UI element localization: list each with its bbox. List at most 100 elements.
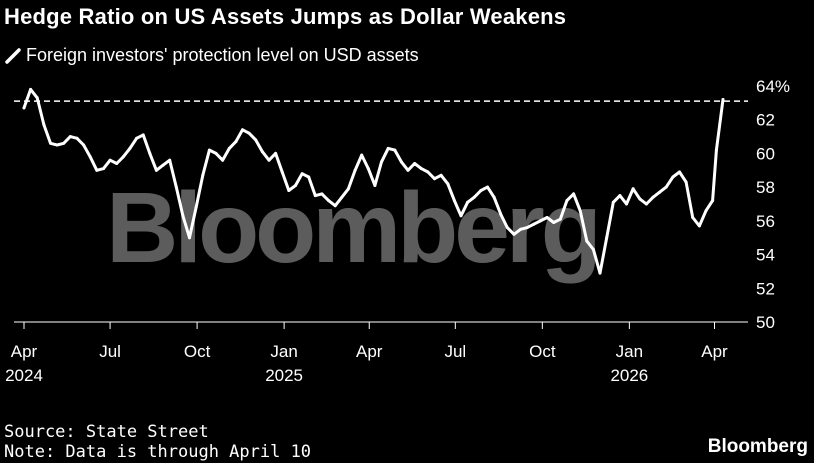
data-point <box>360 153 364 157</box>
data-point <box>638 197 642 201</box>
data-point <box>565 199 569 203</box>
x-tick-label: Jan <box>270 342 297 361</box>
x-year-label: 2024 <box>5 366 43 385</box>
data-point <box>373 184 377 187</box>
source-note: Source: State Street <box>4 422 209 442</box>
x-tick-label: Oct <box>184 342 211 361</box>
data-point <box>591 248 595 251</box>
data-point <box>188 236 191 240</box>
data-point <box>386 146 390 150</box>
data-point <box>466 200 470 204</box>
data-point <box>433 177 436 181</box>
data-point <box>671 175 675 179</box>
data-point <box>446 182 450 186</box>
data-point <box>711 199 715 203</box>
data-point <box>22 106 26 110</box>
data-point <box>274 151 278 155</box>
data-point <box>181 214 185 218</box>
data-point <box>366 167 370 171</box>
data-point <box>247 131 251 135</box>
data-point <box>552 221 556 224</box>
data-point <box>168 158 172 162</box>
x-tick-label: Jul <box>444 342 466 361</box>
data-point <box>605 236 609 240</box>
data-point <box>154 168 158 172</box>
data-point <box>459 214 463 218</box>
data-point <box>68 135 72 139</box>
data-point <box>241 128 244 132</box>
x-tick-label: Jan <box>616 342 643 361</box>
data-point <box>35 96 39 100</box>
data-point <box>538 219 542 223</box>
x-tick-label: Apr <box>701 342 728 361</box>
data-point <box>214 151 218 155</box>
data-point <box>525 226 529 230</box>
data-point <box>664 185 668 189</box>
data-point <box>280 170 284 174</box>
data-point <box>631 187 635 191</box>
data-point <box>49 141 52 145</box>
data-point <box>161 163 165 167</box>
data-point <box>300 172 304 176</box>
data-point <box>75 136 79 140</box>
data-point <box>55 143 59 147</box>
x-year-label: 2026 <box>610 366 648 385</box>
data-point <box>174 185 178 189</box>
data-point <box>479 189 483 192</box>
data-point <box>141 133 145 137</box>
data-point <box>313 194 317 198</box>
data-point <box>62 141 66 145</box>
data-point <box>651 195 655 199</box>
y-tick-label: 60 <box>756 144 775 163</box>
data-point <box>714 148 718 152</box>
data-point <box>545 216 549 219</box>
data-point <box>439 173 443 177</box>
data-point <box>201 173 205 177</box>
data-point <box>691 216 695 219</box>
data-point <box>29 87 33 91</box>
data-point <box>267 158 271 162</box>
data-point <box>42 123 46 127</box>
legend-label: Foreign investors' protection level on U… <box>26 45 419 65</box>
legend-line-icon <box>5 47 21 64</box>
data-point <box>121 155 125 159</box>
data-point <box>254 138 258 142</box>
data-point <box>227 146 231 150</box>
data-point <box>340 195 344 199</box>
data-point <box>578 209 582 213</box>
y-tick-label: 52 <box>756 279 775 298</box>
data-point <box>499 212 503 216</box>
legend: Foreign investors' protection level on U… <box>4 45 419 66</box>
x-year-label: 2025 <box>265 366 303 385</box>
x-tick-label: Oct <box>529 342 556 361</box>
data-point <box>618 194 622 198</box>
data-point <box>393 148 397 152</box>
data-point <box>532 222 536 226</box>
data-point <box>721 98 725 101</box>
x-tick-label: Apr <box>356 342 383 361</box>
data-point <box>413 162 417 165</box>
data-point <box>95 168 99 172</box>
data-point <box>380 160 383 164</box>
data-point <box>625 202 628 206</box>
data-point <box>611 200 615 204</box>
x-axis: Apr 2024 Jul Oct Jan 2025 Apr Jul Oct Jan 2026 Apr <box>5 321 748 385</box>
data-point <box>492 195 496 199</box>
data-point <box>486 185 489 189</box>
data-point <box>426 170 430 174</box>
data-point <box>135 136 139 140</box>
data-points <box>22 87 725 275</box>
data-point <box>307 175 311 179</box>
data-point <box>88 155 92 159</box>
data-point <box>452 199 456 203</box>
data-point <box>505 226 509 230</box>
data-point <box>585 239 589 243</box>
data-note: Note: Data is through April 10 <box>4 442 312 462</box>
data-point <box>512 232 516 236</box>
data-point <box>519 227 523 231</box>
data-point <box>294 184 297 187</box>
y-tick-label: 58 <box>756 178 775 197</box>
y-tick-label: 62 <box>756 111 775 130</box>
data-point <box>207 148 211 152</box>
